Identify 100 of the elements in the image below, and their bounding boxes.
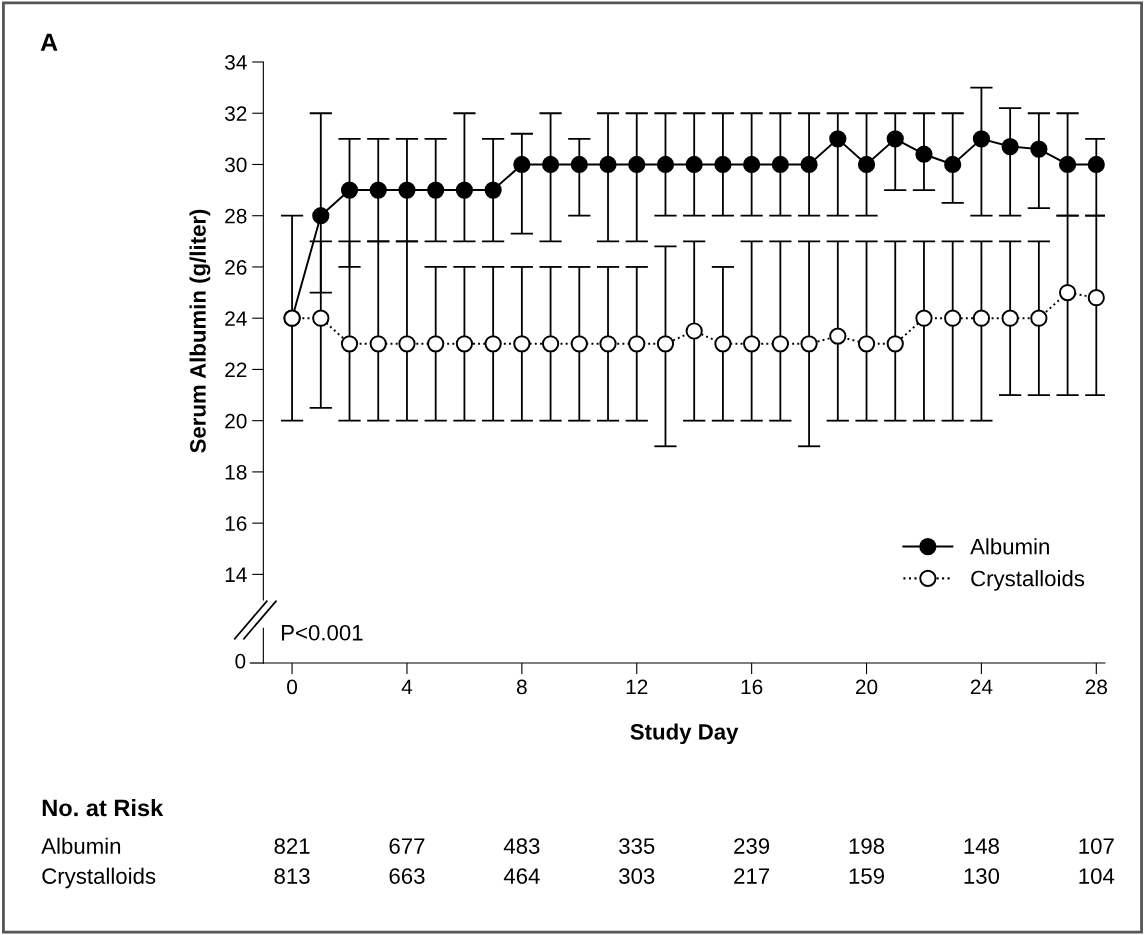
point [628,155,646,174]
point [714,155,732,174]
point [656,155,675,174]
x-axis-title: Study Day [630,723,739,745]
point [628,335,646,353]
text: No. at Risk [42,798,164,817]
text: Crystalloids [42,867,156,889]
point [829,130,847,148]
point [944,155,962,174]
point [340,335,359,353]
point [1030,309,1048,327]
point [1058,155,1077,174]
point [513,335,531,353]
point [1001,137,1019,156]
text: 217 [734,868,770,884]
x-tick-label: 28 [1085,679,1107,695]
legend-label: Crystalloids [971,570,1085,591]
text: 335 [619,838,655,854]
text: 483 [503,838,540,854]
point [484,181,502,199]
x-tick-label: 8 [516,679,527,695]
point [541,155,560,174]
point [857,155,876,174]
x-tick-label: 0 [287,679,298,695]
point [599,335,617,353]
point [656,335,675,353]
text: 104 [1079,868,1115,884]
text: 663 [389,868,425,884]
y-tick-label: 16 [225,516,247,531]
x-tick-label: 16 [741,679,763,695]
y-tick-label: 34 [225,55,247,70]
point [886,335,904,353]
point [312,309,330,327]
text: 130 [964,868,1000,884]
point [886,130,904,148]
x-tick-label: 20 [855,679,878,695]
point [771,155,789,174]
text: 148 [964,838,999,854]
point [1030,140,1048,158]
y-tick-label: 30 [225,157,247,173]
point [685,155,703,174]
point [340,181,359,199]
point [570,155,588,174]
point [398,181,416,199]
y-tick-label: 26 [225,259,247,275]
point [857,335,876,353]
text: 0 [235,653,246,669]
point [312,207,330,225]
text: 464 [503,868,540,884]
point [972,130,991,148]
point [513,155,531,174]
text: 303 [619,868,655,884]
y-tick-label: 18 [225,464,247,480]
y-tick-label: 20 [225,413,247,429]
point [1087,155,1105,174]
point [915,309,933,327]
y-tick-label: 32 [225,106,247,121]
y-tick-label: 14 [225,567,247,582]
text: P<0.001 [282,624,363,641]
text: 198 [849,838,885,854]
text: 239 [734,838,770,854]
point [599,155,617,174]
point [455,335,474,353]
point [398,335,416,353]
point [570,335,588,353]
point [484,335,502,353]
point [369,335,387,353]
text: 159 [849,868,885,884]
point [800,155,818,174]
text: A [40,33,58,51]
legend-label: Albumin [970,538,1049,555]
y-tick-label: 22 [225,362,247,377]
point [455,181,474,199]
y-axis-title: Serum Albumin (g/liter) [189,209,211,453]
point [944,309,962,327]
point [1087,289,1105,307]
point [427,181,445,199]
y-tick-label: 24 [225,311,247,326]
text: 677 [389,838,425,854]
text: 821 [274,838,310,854]
x-tick-label: 12 [626,679,648,695]
point [771,335,789,353]
point [541,335,560,353]
text: Albumin [41,837,121,854]
point [685,322,703,340]
x-tick-label: 24 [970,679,993,695]
point [1001,309,1019,327]
point [915,145,933,163]
point [743,335,761,353]
point [829,327,847,345]
point [1058,283,1077,302]
y-tick-label: 28 [225,208,247,224]
point [972,309,991,327]
text: 107 [1079,838,1114,854]
point [427,335,445,353]
point [714,335,732,353]
point [743,155,761,174]
point [800,335,818,353]
x-tick-label: 4 [401,679,413,695]
point [369,181,387,199]
